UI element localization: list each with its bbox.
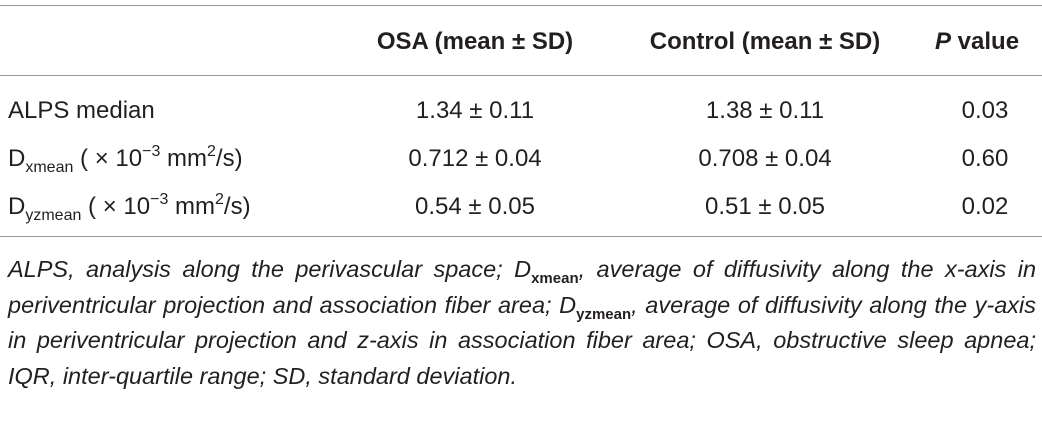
footnote-part: , average of diffusivity along the y-axi… (8, 291, 1036, 389)
label-part: −3 (150, 191, 169, 208)
cell-p: 0.02 (961, 193, 1009, 220)
header-p-italic: P (935, 28, 952, 55)
label-part: yzmean (25, 207, 82, 224)
label-part: 2 (207, 143, 216, 160)
label-part: /s) (223, 193, 251, 220)
label-part: /s) (215, 145, 243, 172)
cell-p: 0.60 (961, 145, 1009, 172)
row-label: Dxmean ( × 10−3 mm2/s) (8, 143, 243, 176)
label-part: mm (160, 145, 207, 172)
footnote-part: , average of diffusivity along the x-axi… (8, 256, 1037, 318)
label-part: D (8, 193, 26, 220)
label-part: ( × 10 (81, 193, 151, 220)
label-part: D (8, 145, 26, 172)
rule-top (0, 5, 1042, 6)
label-part: ALPS median (8, 97, 155, 124)
footnote-part: ALPS, analysis along the perivascular sp… (8, 256, 532, 282)
row-label: Dyzmean ( × 10−3 mm2/s) (8, 191, 251, 224)
header-control: Control (mean ± SD) (649, 28, 881, 55)
cell-osa: 0.54 ± 0.05 (415, 193, 535, 220)
header-osa: OSA (mean ± SD) (376, 28, 574, 55)
footnote-part: yzmean (576, 305, 632, 323)
footnote: ALPS, analysis along the perivascular sp… (8, 252, 1036, 394)
cell-control: 0.708 ± 0.04 (698, 145, 832, 172)
rule-header (0, 75, 1042, 76)
cell-osa: 0.712 ± 0.04 (408, 145, 542, 172)
label-part: xmean (25, 159, 74, 176)
cell-osa: 1.34 ± 0.11 (415, 97, 535, 124)
label-part: 2 (215, 191, 224, 208)
header-p-rest: value (951, 28, 1020, 55)
rule-bottom (0, 236, 1042, 237)
label-part: −3 (142, 143, 161, 160)
cell-control: 1.38 ± 0.11 (705, 97, 825, 124)
row-label: ALPS median (8, 96, 155, 126)
header-p: P value (935, 27, 1019, 57)
cell-p: 0.03 (961, 97, 1009, 124)
label-part: mm (168, 193, 215, 220)
footnote-part: xmean (531, 270, 579, 287)
label-part: ( × 10 (73, 145, 143, 172)
cell-control: 0.51 ± 0.05 (705, 193, 825, 220)
